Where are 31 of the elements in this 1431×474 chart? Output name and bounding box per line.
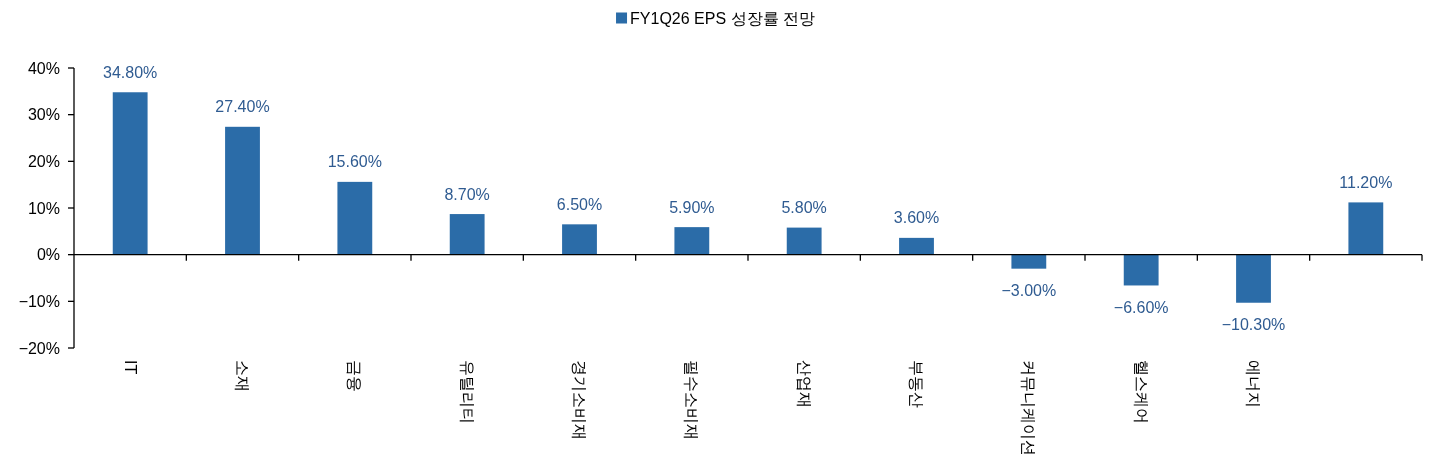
x-tick-label: 금융 [346,360,364,392]
x-tick-label: 경기소비재 [571,360,588,440]
data-label: 3.60% [893,209,940,227]
x-tick-label: 에너지 [1245,360,1262,408]
x-tick-label: 소재 [234,360,251,392]
y-tick-label: 40% [27,59,60,77]
y-tick-label: 10% [27,199,60,217]
data-label: −6.60% [1113,298,1169,316]
y-tick-label: 0% [36,246,60,264]
x-tick-label: 유틸리티 [458,360,476,424]
data-label: −3.00% [1001,282,1057,300]
data-label: −10.30% [1221,316,1286,334]
x-tick-label: IT [121,360,139,375]
x-tick-label: 필수소비재 [683,360,701,440]
data-label: 5.90% [669,198,715,216]
y-tick-label: −10% [18,292,60,310]
data-label: 6.50% [556,195,603,213]
x-tick-label: 커뮤니케이션 [1020,360,1038,456]
data-label: 15.60% [327,153,382,171]
x-tick-label: 산업재 [795,360,813,408]
data-label: 8.70% [444,185,490,203]
data-label: 27.40% [215,98,270,116]
data-label: 5.80% [781,199,827,217]
y-tick-label: 20% [27,152,60,170]
x-tick-label: 부동산 [908,360,925,408]
y-tick-label: −20% [18,339,60,357]
data-label: 34.80% [103,63,158,81]
data-label: 11.20% [1339,173,1393,191]
y-tick-label: 30% [27,106,60,124]
legend: FY1Q26 EPS 성장률 전망 [616,9,815,27]
x-tick-label: 헬스케어 [1132,360,1150,424]
